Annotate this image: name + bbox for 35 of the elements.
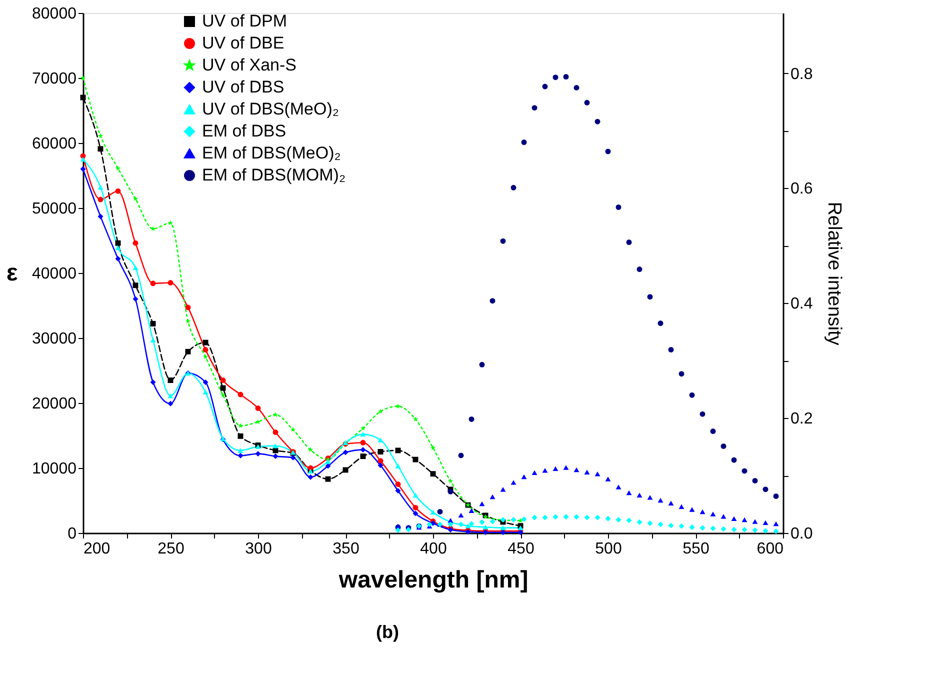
x-tick-label: 250 [158,540,184,558]
y-tick-label: 10000 [32,460,77,478]
legend-label: UV of Xan-S [202,56,296,74]
y2-tick-label: 0.2 [790,410,813,428]
y2-tick-label: 0.4 [790,296,813,313]
text: (b) [376,622,399,642]
legend-label: UV of DPM [202,12,288,30]
x-axis-title: wavelength [nm] [338,566,528,594]
legend-label: UV of DBS [202,78,284,96]
legend-label: EM of DBS(MOM)₂ [202,166,346,184]
y2-axis-title: Relative intensity [824,202,845,346]
y-tick-label: 70000 [32,70,77,88]
x-tick-label: 600 [756,540,784,558]
y-tick-label: 80000 [32,6,77,22]
y-tick-label: 40000 [32,266,77,282]
y-tick-label: 20000 [32,396,77,412]
x-tick-label: 550 [682,540,710,558]
legend-label: UV of DBE [202,34,284,52]
y-tick-label: 30000 [32,330,77,348]
y-axis-title: ε [6,260,18,286]
x-tick-label: 200 [84,540,110,558]
legend-label: EM of DBS(MeO)₂ [202,144,341,162]
x-tick-label: 300 [245,540,272,558]
y2-tick-label: 0.6 [790,180,813,198]
x-tick-label: 350 [332,540,360,558]
x-tick-label: 400 [420,540,447,558]
y-tick-label: 50000 [32,200,77,218]
y-tick-label: 0 [68,526,77,542]
y-tick-label: 60000 [32,136,77,152]
x-tick-label: 450 [508,540,534,558]
x-tick-label: 500 [595,540,622,558]
y2-tick-label: 0.8 [790,66,813,83]
legend-label: UV of DBS(MeO)₂ [202,100,339,118]
y2-tick-label: 0.0 [790,526,813,542]
legend-label: EM of DBS [202,122,286,140]
